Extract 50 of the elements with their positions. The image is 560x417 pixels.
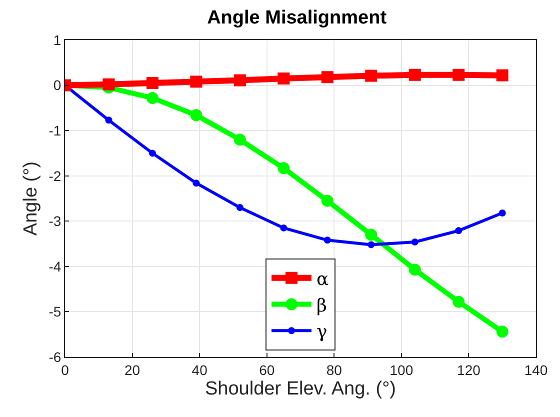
point [455, 227, 462, 234]
point [411, 238, 418, 246]
x-tick-label: 140 [524, 362, 548, 378]
legend-label: γ [316, 322, 328, 343]
point [190, 109, 202, 122]
point [146, 77, 158, 90]
point [408, 68, 421, 81]
point [280, 224, 288, 232]
point [278, 72, 290, 84]
point [148, 150, 156, 157]
point [321, 71, 334, 84]
y-tick-label: -4 [48, 258, 62, 274]
point [324, 236, 331, 244]
x-tick-label: 120 [457, 362, 481, 378]
y-tick-label: 1 [53, 32, 62, 48]
point [234, 134, 246, 146]
point [365, 70, 378, 82]
legend-label: β [316, 295, 327, 316]
point [496, 69, 508, 82]
point [498, 209, 506, 216]
point [496, 326, 508, 338]
point [321, 194, 334, 207]
point [234, 74, 246, 86]
x-axis-title: Shoulder Elev. Ang. (°) [204, 378, 396, 400]
point [146, 92, 158, 104]
y-tick-label: 0 [53, 77, 62, 94]
point [368, 241, 375, 248]
x-tick-label: 100 [390, 362, 414, 378]
chart-title: Angle Misalignment [207, 8, 388, 29]
point [278, 162, 290, 174]
point [365, 228, 378, 241]
point [102, 78, 115, 90]
point [408, 264, 421, 276]
y-axis-title: Angle (°) [20, 161, 42, 236]
point [105, 116, 112, 124]
point [192, 180, 200, 187]
y-tick-label: -3 [48, 213, 62, 230]
point [452, 68, 465, 81]
point [236, 204, 244, 212]
y-tick-label: -5 [48, 304, 62, 320]
y-tick-label: -6 [48, 348, 62, 365]
x-tick-label: 20 [124, 362, 140, 378]
x-tick-label: 80 [326, 362, 342, 378]
point [190, 76, 202, 88]
legend-label: α [316, 268, 329, 290]
point [452, 296, 465, 308]
x-tick-label: 40 [192, 362, 208, 378]
y-tick-label: -2 [48, 168, 62, 184]
x-tick-label: 60 [259, 362, 275, 378]
y-tick-label: -1 [48, 122, 62, 138]
